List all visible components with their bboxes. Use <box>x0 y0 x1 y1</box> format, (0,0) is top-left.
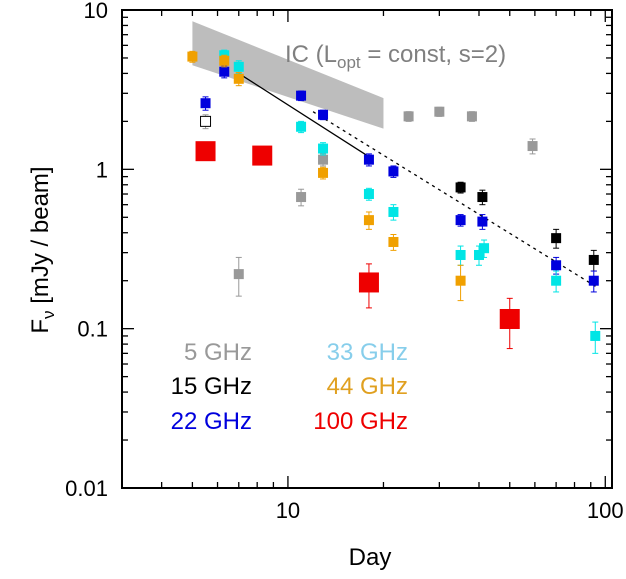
data-points <box>187 49 601 354</box>
data-point-44ghz <box>455 275 466 286</box>
y-tick-label: 0.1 <box>77 317 108 342</box>
data-point-5ghz <box>318 154 329 165</box>
model-lines <box>238 72 599 289</box>
y-tick-label: 10 <box>84 0 108 23</box>
data-point-33ghz <box>455 249 466 260</box>
y-tick-label: 1 <box>96 157 108 182</box>
data-point-33ghz <box>296 121 307 132</box>
data-point-22ghz <box>477 216 488 227</box>
data-point-44ghz <box>318 167 329 178</box>
y-tick-label: 0.01 <box>65 476 108 501</box>
legend: 5 GHz 33 GHz 15 GHz 44 GHz 22 GHz 100 GHz <box>171 339 408 435</box>
y-axis-title: Fν [mJy / beam] <box>27 166 58 333</box>
data-point-44ghz <box>219 55 230 66</box>
data-point-33ghz <box>551 275 562 286</box>
axes: 10 100 0.01 0.1 1 10 <box>65 0 623 523</box>
data-point-33ghz <box>233 61 244 72</box>
ic-annotation: IC (Lopt = const, s=2) <box>285 41 506 72</box>
plot-frame <box>121 9 613 489</box>
data-point-22ghz <box>588 275 599 286</box>
data-point-33ghz <box>318 143 329 154</box>
data-point-15ghz <box>455 182 466 193</box>
data-point-22ghz <box>455 215 466 226</box>
x-tick-label: 100 <box>587 498 624 523</box>
data-point-22ghz <box>219 66 230 77</box>
data-point-44ghz <box>187 51 198 62</box>
data-point-33ghz <box>473 249 484 260</box>
data-point-22ghz <box>388 166 399 177</box>
data-point-100ghz <box>358 272 379 293</box>
data-point-5ghz <box>466 111 477 122</box>
data-point-open-5ghz <box>200 115 212 127</box>
legend-entry-22ghz: 22 GHz <box>171 408 252 435</box>
ic-band <box>192 21 384 129</box>
legend-entry-15ghz: 15 GHz <box>171 373 252 400</box>
data-point-44ghz <box>363 215 374 226</box>
ic-band-layer <box>192 21 384 129</box>
solid-model-line <box>238 72 370 158</box>
legend-entry-5ghz: 5 GHz <box>184 339 252 366</box>
data-point-44ghz <box>388 236 399 247</box>
data-point-22ghz <box>200 98 211 109</box>
data-point-22ghz <box>363 154 374 165</box>
data-point-33ghz <box>388 206 399 217</box>
data-point-22ghz <box>551 260 562 271</box>
legend-entry-44ghz: 44 GHz <box>327 373 408 400</box>
data-point-100ghz <box>252 145 273 166</box>
x-axis-title: Day <box>349 544 392 571</box>
data-point-33ghz <box>590 330 601 341</box>
data-point-100ghz <box>499 308 520 329</box>
data-point-33ghz <box>363 189 374 200</box>
data-point-5ghz <box>403 111 414 122</box>
x-tick-label: 10 <box>276 498 300 523</box>
data-point-100ghz <box>195 141 216 162</box>
data-point-33ghz <box>479 243 490 254</box>
legend-entry-100ghz: 100 GHz <box>313 408 408 435</box>
data-point-5ghz <box>434 106 445 117</box>
data-point-5ghz <box>527 141 538 152</box>
data-point-15ghz <box>551 233 562 244</box>
legend-entry-33ghz: 33 GHz <box>327 339 408 366</box>
data-point-5ghz <box>296 192 307 203</box>
data-point-15ghz <box>477 192 488 203</box>
data-point-22ghz <box>296 90 307 101</box>
data-point-22ghz <box>318 109 329 120</box>
data-point-15ghz <box>588 254 599 265</box>
data-point-5ghz <box>233 269 244 280</box>
data-point-44ghz <box>233 73 244 84</box>
